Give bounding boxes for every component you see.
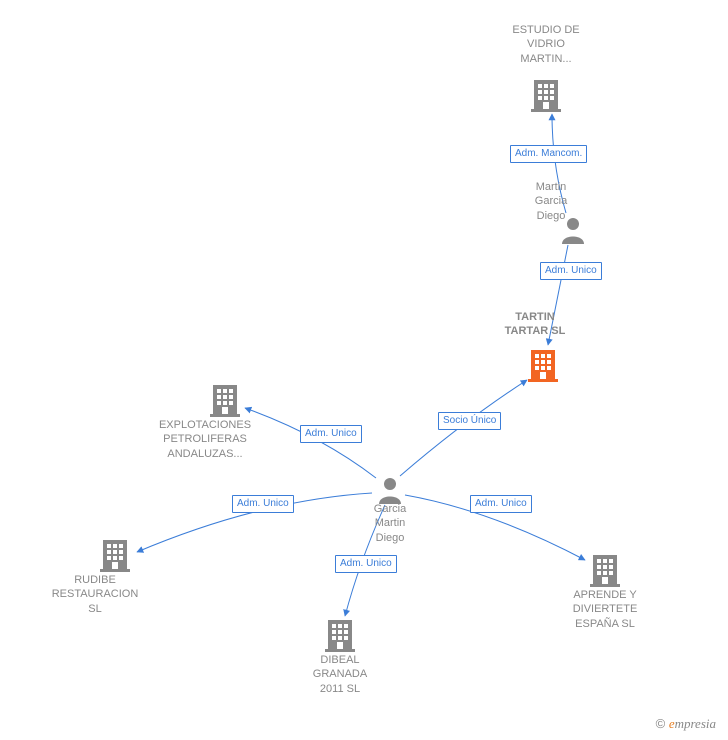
footer: © empresia (656, 716, 716, 732)
edge-label-4: Adm. Unico (232, 495, 294, 513)
edge-label-5: Adm. Unico (335, 555, 397, 573)
building-icon-estudio (531, 78, 561, 117)
node-label-aprende: APRENDE Y DIVIERTETE ESPAÑA SL (555, 588, 655, 631)
copyright-symbol: © (656, 716, 666, 731)
node-label-dibeal: DIBEAL GRANADA 2011 SL (300, 653, 380, 696)
building-icon-dibeal (325, 618, 355, 657)
edge-label-0: Adm. Mancom. (510, 145, 587, 163)
node-label-garcia: Garcia Martin Diego (360, 502, 420, 545)
building-icon-tartin (528, 348, 558, 387)
node-label-tartin: TARTIN TARTAR SL (480, 310, 590, 339)
node-label-estudio: ESTUDIO DE VIDRIO MARTIN... (501, 23, 591, 66)
building-icon-rudibe (100, 538, 130, 577)
edge-label-3: Adm. Unico (300, 425, 362, 443)
node-label-martin: Martin Garcia Diego (521, 180, 581, 223)
brand-rest: mpresia (675, 716, 716, 731)
building-icon-explota (210, 383, 240, 422)
edge-3 (245, 408, 376, 478)
edge-label-2: Socio Único (438, 412, 501, 430)
building-icon-aprende (590, 553, 620, 592)
edge-label-1: Adm. Unico (540, 262, 602, 280)
edge-label-6: Adm. Unico (470, 495, 532, 513)
node-label-rudibe: RUDIBE RESTAURACION SL (40, 573, 150, 616)
node-label-explota: EXPLOTACIONES PETROLIFERAS ANDALUZAS... (150, 418, 260, 461)
